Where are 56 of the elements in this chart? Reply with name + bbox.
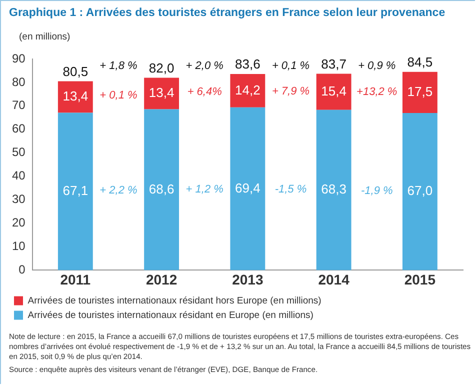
annotation: + 0,1 % [272,60,310,72]
data-label: 17,5 [407,84,433,100]
data-label: 67,0 [407,183,433,198]
bar [402,112,438,270]
data-label: 68,6 [148,181,174,196]
data-label: 68,3 [321,182,346,197]
total-label: 82,0 [148,60,174,76]
legend-label: Arrivées de touristes internationaux résidant en Europe (en millions) [28,310,314,321]
annotation: + 1,8 % [100,60,138,72]
bar [316,74,352,110]
bar [316,110,352,270]
y-tick-label: 20 [12,216,26,230]
data-label: 13,4 [148,85,174,100]
annotation: +13,2 % [356,86,398,98]
y-tick-label: 10 [12,239,26,254]
bar [58,81,93,113]
bar [144,78,180,110]
annotation: + 0,1 % [100,89,138,102]
x-tick-label: 2015 [404,271,436,288]
y-tick-label: 30 [12,192,26,206]
total-label: 83,7 [321,56,346,72]
y-tick-label: 50 [12,145,26,160]
annotation: + 0,9 % [358,60,396,72]
data-label: 14,2 [235,82,260,98]
x-tick-label: 2011 [60,271,91,288]
total-label: 84,5 [407,54,433,70]
annotation: -1,5 % [274,183,307,196]
bar [144,109,180,270]
annotation: + 1,2 % [186,183,224,196]
total-label: 83,6 [235,56,260,72]
data-label: 67,1 [62,183,88,198]
annotation: + 7,9 % [272,85,310,98]
y-tick-label: 80 [12,74,26,89]
x-tick-label: 2012 [146,271,178,288]
y-tick-label: 40 [12,168,26,183]
bar [402,72,438,113]
y-axis-title: (en millions) [19,32,70,43]
annotation: + 2,0 % [186,60,224,72]
data-label: 15,4 [321,83,346,98]
annotation: -1,9 % [360,184,393,197]
bar [230,74,266,108]
data-label: 13,4 [62,88,88,104]
data-label: 69,4 [235,180,260,196]
chart-title: Graphique 1 : Arrivées des touristes étrangers en France selon leur provenance [9,7,446,19]
y-tick-label: 60 [12,122,26,136]
annotation: + 6,4% [187,86,222,98]
y-tick-label: 0 [18,262,26,277]
annotation: + 2,2 % [100,184,138,197]
y-tick-label: 90 [12,51,26,66]
total-label: 80,5 [62,64,88,79]
bar [58,112,93,270]
y-tick-label: 70 [12,98,26,112]
x-tick-label: 2013 [232,271,264,288]
bar [230,107,266,270]
legend-label: Arrivées de touristes internationaux résidant hors Europe (en millions) [28,295,322,306]
x-tick-label: 2014 [318,271,350,288]
